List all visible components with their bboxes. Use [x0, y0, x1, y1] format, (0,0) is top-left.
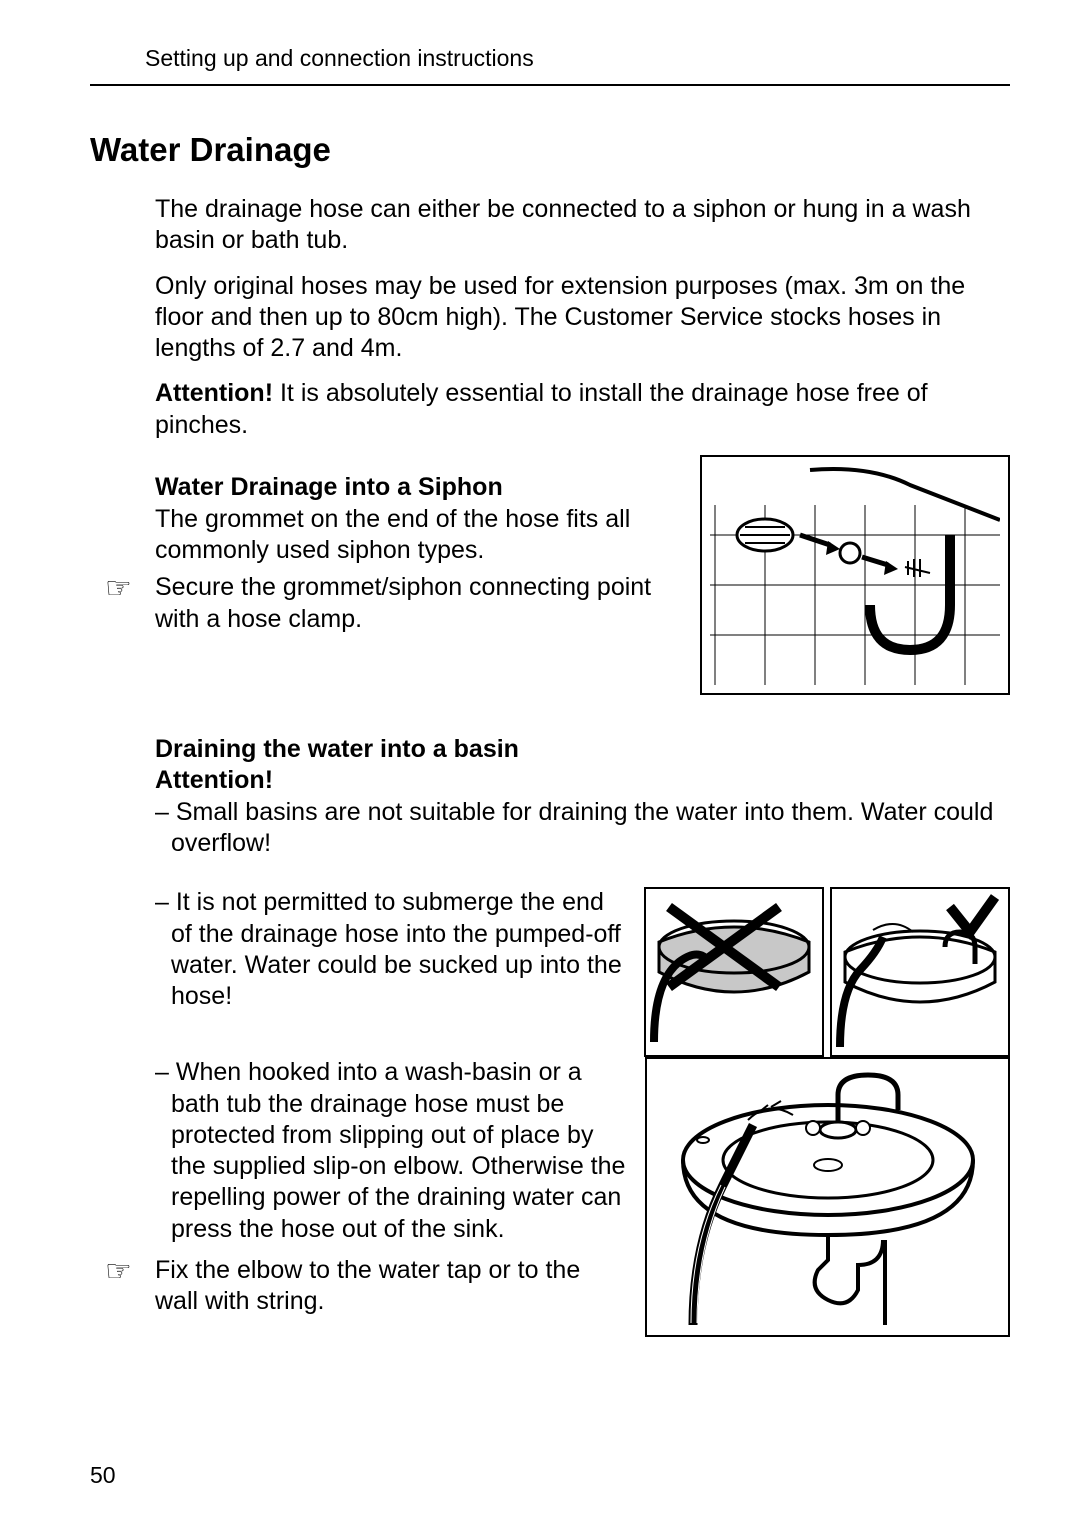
- basin-bullet-3: – When hooked into a wash-basin or a bat…: [155, 1057, 627, 1245]
- siphon-step: ☞ Secure the grommet/siphon connecting p…: [105, 572, 682, 645]
- attention-label: Attention!: [155, 379, 273, 407]
- basin-bullet-1: – Small basins are not suitable for drai…: [155, 797, 1010, 860]
- intro-paragraph-1: The drainage hose can either be connecte…: [155, 194, 1010, 257]
- siphon-diagram-icon: [710, 465, 1000, 685]
- basin-attention: Attention!: [155, 766, 1010, 795]
- basin-row-3: – When hooked into a wash-basin or a bat…: [90, 1057, 1010, 1337]
- running-header: Setting up and connection instructions: [145, 45, 1010, 72]
- basin-heading: Draining the water into a basin: [155, 735, 1010, 764]
- siphon-figure: [700, 455, 1010, 695]
- intro-paragraph-2: Only original hoses may be used for exte…: [155, 271, 1010, 365]
- basin-figure-pair: [644, 887, 1010, 1057]
- basin-figure-2-col: [644, 887, 1010, 1057]
- siphon-step-text: Secure the grommet/siphon connecting poi…: [155, 572, 682, 635]
- basin-step: ☞ Fix the elbow to the water tap or to t…: [105, 1255, 627, 1328]
- basin-correct-icon: [835, 892, 1005, 1052]
- attention-paragraph: Attention! It is absolutely essential to…: [155, 378, 1010, 441]
- washbasin-icon: [653, 1065, 1003, 1330]
- basin-wrong-icon: [649, 892, 819, 1052]
- siphon-heading: Water Drainage into a Siphon: [155, 473, 682, 502]
- basin-figure-3-col: [645, 1057, 1010, 1337]
- washbasin-figure: [645, 1057, 1010, 1337]
- basin-bullet-2-col: – It is not permitted to submerge the en…: [90, 887, 626, 1040]
- basin-wrong-figure: [644, 887, 824, 1057]
- siphon-block: Water Drainage into a Siphon The grommet…: [90, 455, 1010, 695]
- basin-row-2: – It is not permitted to submerge the en…: [90, 887, 1010, 1057]
- basin-bullet-3-col: – When hooked into a wash-basin or a bat…: [90, 1057, 627, 1333]
- basin-bullet-1-col: – Small basins are not suitable for drai…: [90, 797, 1010, 888]
- basin-step-text: Fix the elbow to the water tap or to the…: [155, 1255, 627, 1318]
- siphon-figure-column: [700, 455, 1010, 695]
- hand-icon: ☞: [105, 1255, 155, 1287]
- basin-row-1: – Small basins are not suitable for drai…: [90, 797, 1010, 888]
- siphon-paragraph: The grommet on the end of the hose fits …: [155, 504, 682, 567]
- basin-bullet-2: – It is not permitted to submerge the en…: [155, 887, 626, 1012]
- basin-correct-figure: [830, 887, 1010, 1057]
- header-rule: [90, 84, 1010, 86]
- page-number: 50: [90, 1462, 116, 1489]
- hand-icon: ☞: [105, 572, 155, 604]
- basin-block: Draining the water into a basin Attentio…: [90, 735, 1010, 1338]
- siphon-text-column: Water Drainage into a Siphon The grommet…: [90, 455, 682, 651]
- page: Setting up and connection instructions W…: [0, 0, 1080, 1529]
- section-title: Water Drainage: [90, 131, 1010, 169]
